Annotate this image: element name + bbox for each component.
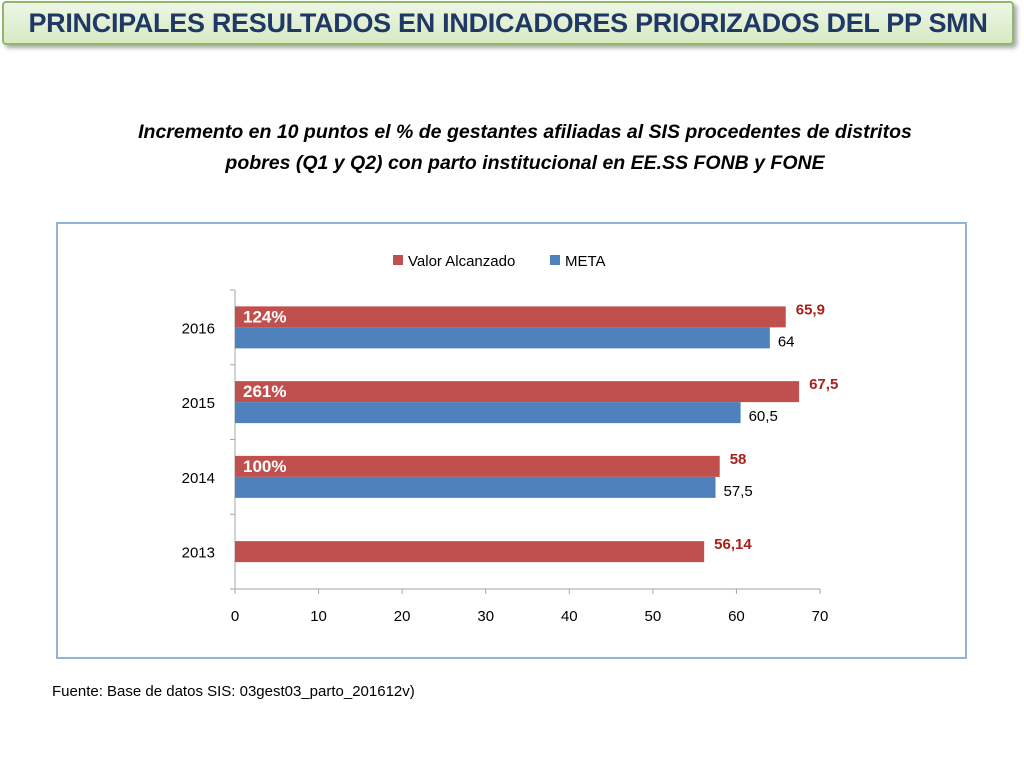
x-tick-label: 30 (477, 608, 494, 625)
source-note: Fuente: Base de datos SIS: 03gest03_part… (52, 683, 415, 700)
bar-meta (235, 476, 716, 498)
bar-valor-alcanzado (235, 381, 800, 403)
data-label-valor: 65,9 (796, 301, 825, 318)
x-tick-label: 0 (231, 608, 239, 625)
percentage-annotation: 124% (243, 307, 286, 326)
x-tick-label: 60 (728, 608, 745, 625)
y-category-label: 2013 (182, 545, 215, 562)
x-tick-label: 20 (394, 608, 411, 625)
legend-entry: Valor Alcanzado (408, 253, 515, 270)
data-label-valor: 58 (730, 451, 747, 468)
bar-meta (235, 402, 741, 424)
percentage-annotation: 261% (243, 382, 286, 401)
y-category-label: 2014 (182, 470, 215, 487)
y-category-label: 2015 (182, 395, 215, 412)
title-banner: PRINCIPALES RESULTADOS EN INDICADORES PR… (2, 1, 1014, 45)
data-label-meta: 57,5 (724, 483, 753, 500)
x-tick-label: 10 (310, 608, 327, 625)
x-tick-label: 70 (812, 608, 829, 625)
data-label-meta: 64 (778, 333, 795, 350)
percentage-annotation: 100% (243, 457, 286, 476)
bar-valor-alcanzado (235, 455, 720, 477)
bar-valor-alcanzado (235, 306, 786, 328)
y-category-label: 2016 (182, 320, 215, 337)
data-label-valor: 67,5 (809, 376, 838, 393)
x-tick-label: 40 (561, 608, 578, 625)
chart-subtitle: Incremento en 10 puntos el % de gestante… (60, 117, 990, 179)
subtitle-line-1: Incremento en 10 puntos el % de gestante… (138, 121, 912, 143)
data-label-meta: 60,5 (749, 408, 778, 425)
data-label-valor: 56,14 (714, 536, 752, 553)
bar-valor-alcanzado (235, 541, 705, 563)
subtitle-line-2: pobres (Q1 y Q2) con parto institucional… (225, 152, 825, 174)
page-title: PRINCIPALES RESULTADOS EN INDICADORES PR… (28, 8, 988, 38)
legend-swatch (550, 255, 560, 265)
legend-entry: META (565, 253, 606, 270)
x-tick-label: 50 (645, 608, 662, 625)
bar-meta (235, 327, 770, 349)
legend-swatch (393, 255, 403, 265)
chart-frame (56, 222, 967, 659)
